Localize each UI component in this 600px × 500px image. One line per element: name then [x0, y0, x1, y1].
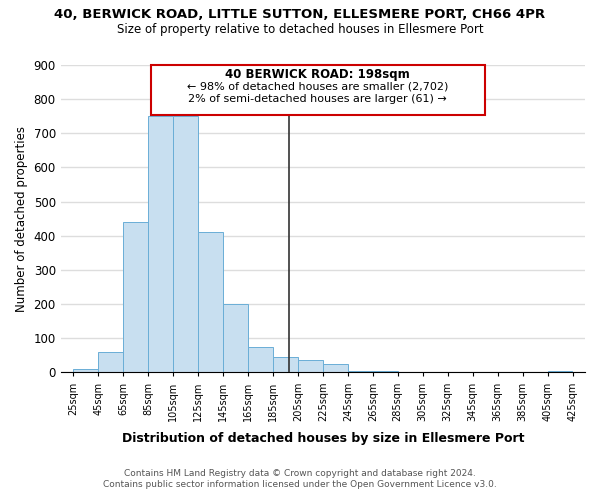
Bar	[123, 222, 148, 372]
Text: ← 98% of detached houses are smaller (2,702): ← 98% of detached houses are smaller (2,…	[187, 82, 449, 92]
Bar	[323, 364, 347, 372]
Bar	[298, 360, 323, 372]
Text: Contains HM Land Registry data © Crown copyright and database right 2024.: Contains HM Land Registry data © Crown c…	[124, 468, 476, 477]
Bar	[348, 370, 373, 372]
Bar	[373, 370, 398, 372]
Bar	[98, 352, 123, 372]
Bar	[148, 116, 173, 372]
Bar	[248, 346, 273, 372]
Bar	[223, 304, 248, 372]
Text: Size of property relative to detached houses in Ellesmere Port: Size of property relative to detached ho…	[116, 22, 484, 36]
Text: 2% of semi-detached houses are larger (61) →: 2% of semi-detached houses are larger (6…	[188, 94, 447, 104]
Bar	[173, 116, 198, 372]
FancyBboxPatch shape	[151, 65, 485, 114]
Bar	[548, 370, 572, 372]
Text: Contains public sector information licensed under the Open Government Licence v3: Contains public sector information licen…	[103, 480, 497, 489]
Text: 40 BERWICK ROAD: 198sqm: 40 BERWICK ROAD: 198sqm	[226, 68, 410, 81]
Bar	[273, 357, 298, 372]
Y-axis label: Number of detached properties: Number of detached properties	[15, 126, 28, 312]
Bar	[73, 369, 98, 372]
X-axis label: Distribution of detached houses by size in Ellesmere Port: Distribution of detached houses by size …	[122, 432, 524, 445]
Text: 40, BERWICK ROAD, LITTLE SUTTON, ELLESMERE PORT, CH66 4PR: 40, BERWICK ROAD, LITTLE SUTTON, ELLESME…	[55, 8, 545, 20]
Bar	[198, 232, 223, 372]
